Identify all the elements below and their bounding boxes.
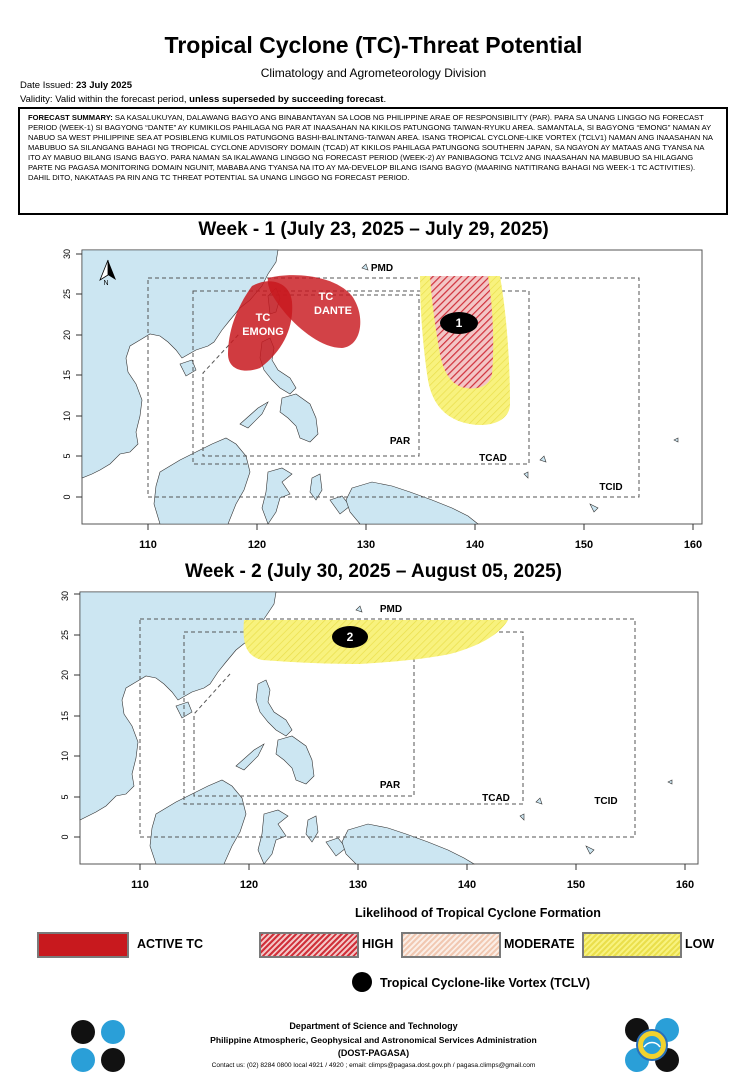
week1-title: Week - 1 (July 23, 2025 – July 29, 2025) — [198, 219, 549, 240]
tc-emong-name: EMONG — [242, 326, 284, 338]
x-tick-label: 120 — [240, 879, 258, 891]
forecast-summary: FORECAST SUMMARY: SA KASALUKUYAN, DALAWA… — [18, 107, 728, 215]
x-tick-label: 110 — [139, 539, 157, 551]
pagasa-logo — [622, 1016, 682, 1079]
validity-emphasis: unless superseded by succeeding forecast — [189, 94, 384, 105]
legend-label-low: LOW — [685, 937, 715, 951]
legend-label-moderate: MODERATE — [504, 937, 575, 951]
land-islands — [355, 605, 673, 855]
tcad-label: TCAD — [479, 453, 507, 464]
validity-end: . — [383, 94, 387, 105]
tcid-label: TCID — [599, 482, 622, 493]
land-newguinea — [345, 481, 479, 525]
y-tick-label: 10 — [60, 751, 70, 761]
tcad-boundary — [192, 290, 530, 465]
division-subtitle: Climatology and Agrometeorology Division — [260, 66, 487, 80]
tclv2-marker-label: 2 — [347, 630, 354, 644]
y-axis: 0 5 10 15 20 25 30 — [60, 591, 80, 840]
tcid-boundary — [147, 277, 640, 498]
summary-label: FORECAST SUMMARY: — [28, 113, 113, 122]
validity: Validity: Valid within the forecast peri… — [20, 94, 386, 105]
y-tick-label: 0 — [62, 494, 72, 499]
y-axis: 0 5 10 15 20 25 30 — [62, 249, 82, 500]
tclv2-low-area — [243, 620, 509, 664]
legend-swatch-low — [582, 932, 682, 958]
x-tick-label: 130 — [349, 879, 367, 891]
legend-title: Likelihood of Tropical Cyclone Formation — [355, 906, 601, 920]
tcad-label: TCAD — [482, 793, 510, 804]
tclv1-marker — [440, 312, 478, 334]
date-issued: Date Issued: 23 July 2025 — [20, 80, 132, 91]
y-tick-label: 30 — [62, 249, 72, 259]
active-tc-dante-area — [267, 275, 361, 348]
tcid-label: TCID — [594, 796, 617, 807]
x-tick-label: 160 — [676, 879, 694, 891]
pmd-label: PMD — [371, 263, 393, 274]
par-label: PAR — [380, 780, 401, 791]
week2-map: 2 PMD PAR TCAD TCID 0 5 10 15 20 25 30 1… — [60, 591, 699, 891]
y-tick-label: 20 — [62, 330, 72, 340]
legend-swatch-moderate — [401, 932, 501, 958]
date-issued-value: 23 July 2025 — [75, 80, 132, 91]
tc-dante-name: DANTE — [314, 305, 352, 317]
legend-swatch-active — [37, 932, 129, 958]
y-tick-label: 15 — [62, 370, 72, 380]
tclv2-marker — [332, 626, 368, 648]
y-tick-label: 30 — [60, 591, 70, 601]
y-tick-label: 15 — [60, 711, 70, 721]
week2-title: Week - 2 (July 30, 2025 – August 05, 202… — [184, 561, 563, 582]
legend-label-tclv: Tropical Cyclone-like Vortex (TCLV) — [380, 976, 590, 990]
par-label: PAR — [390, 436, 411, 447]
footer-contact: Contact us: (02) 8284 0800 local 4921 / … — [211, 1062, 536, 1069]
legend-label-high: HIGH — [362, 937, 394, 951]
land-sulawesi — [261, 467, 293, 525]
x-tick-label: 120 — [248, 539, 266, 551]
land-mainland — [79, 591, 277, 821]
land-hainan — [175, 701, 193, 719]
land-philippines — [235, 679, 315, 785]
tcid-boundary — [139, 618, 636, 838]
summary-text: SA KASALUKUYAN, DALAWANG BAGYO ANG BINAB… — [28, 113, 713, 182]
x-tick-label: 150 — [567, 879, 585, 891]
validity-label: Validity: Valid within the forecast peri… — [20, 94, 187, 105]
legend-swatch-high — [259, 932, 359, 958]
x-tick-label: 110 — [131, 879, 149, 891]
y-tick-label: 25 — [60, 630, 70, 640]
date-issued-label: Date Issued: — [20, 80, 74, 91]
par-boundary — [202, 294, 420, 457]
x-tick-label: 140 — [458, 879, 476, 891]
tclv1-marker-label: 1 — [456, 316, 463, 330]
y-tick-label: 25 — [62, 289, 72, 299]
y-tick-label: 5 — [62, 453, 72, 458]
x-axis: 110 120 130 140 150 160 — [131, 864, 694, 891]
y-tick-label: 0 — [60, 834, 70, 839]
north-arrow-icon: N — [99, 259, 116, 287]
y-tick-label: 10 — [62, 411, 72, 421]
land-borneo — [149, 779, 247, 865]
land-hainan — [179, 359, 197, 377]
y-tick-label: 5 — [60, 794, 70, 799]
x-tick-label: 140 — [466, 539, 484, 551]
dost-logo — [68, 1018, 128, 1079]
footer-acronym: (DOST-PAGASA) — [337, 1048, 410, 1058]
legend-label-active: ACTIVE TC — [137, 937, 203, 951]
y-tick-label: 20 — [60, 670, 70, 680]
pmd-label: PMD — [380, 604, 402, 615]
land-islands — [361, 263, 679, 513]
x-tick-label: 160 — [684, 539, 702, 551]
land-newguinea — [341, 823, 476, 865]
tc-dante-label: TC — [319, 291, 334, 303]
active-tc-emong-area — [228, 281, 293, 371]
x-axis: 110 120 130 140 150 160 — [139, 524, 702, 551]
land-borneo — [153, 437, 251, 525]
x-tick-label: 150 — [575, 539, 593, 551]
north-arrow-label: N — [103, 280, 108, 287]
page-title: Tropical Cyclone (TC)-Threat Potential — [164, 32, 583, 58]
footer-dept: Department of Science and Technology — [289, 1021, 458, 1031]
x-tick-label: 130 — [357, 539, 375, 551]
footer-agency: Philippine Atmospheric, Geophysical and … — [210, 1035, 537, 1045]
week1-map: 1 TC EMONG TC DANTE PMD PAR TCAD TCID N … — [62, 249, 703, 551]
tc-emong-label: TC — [256, 312, 271, 324]
legend-tclv-dot — [352, 972, 372, 992]
